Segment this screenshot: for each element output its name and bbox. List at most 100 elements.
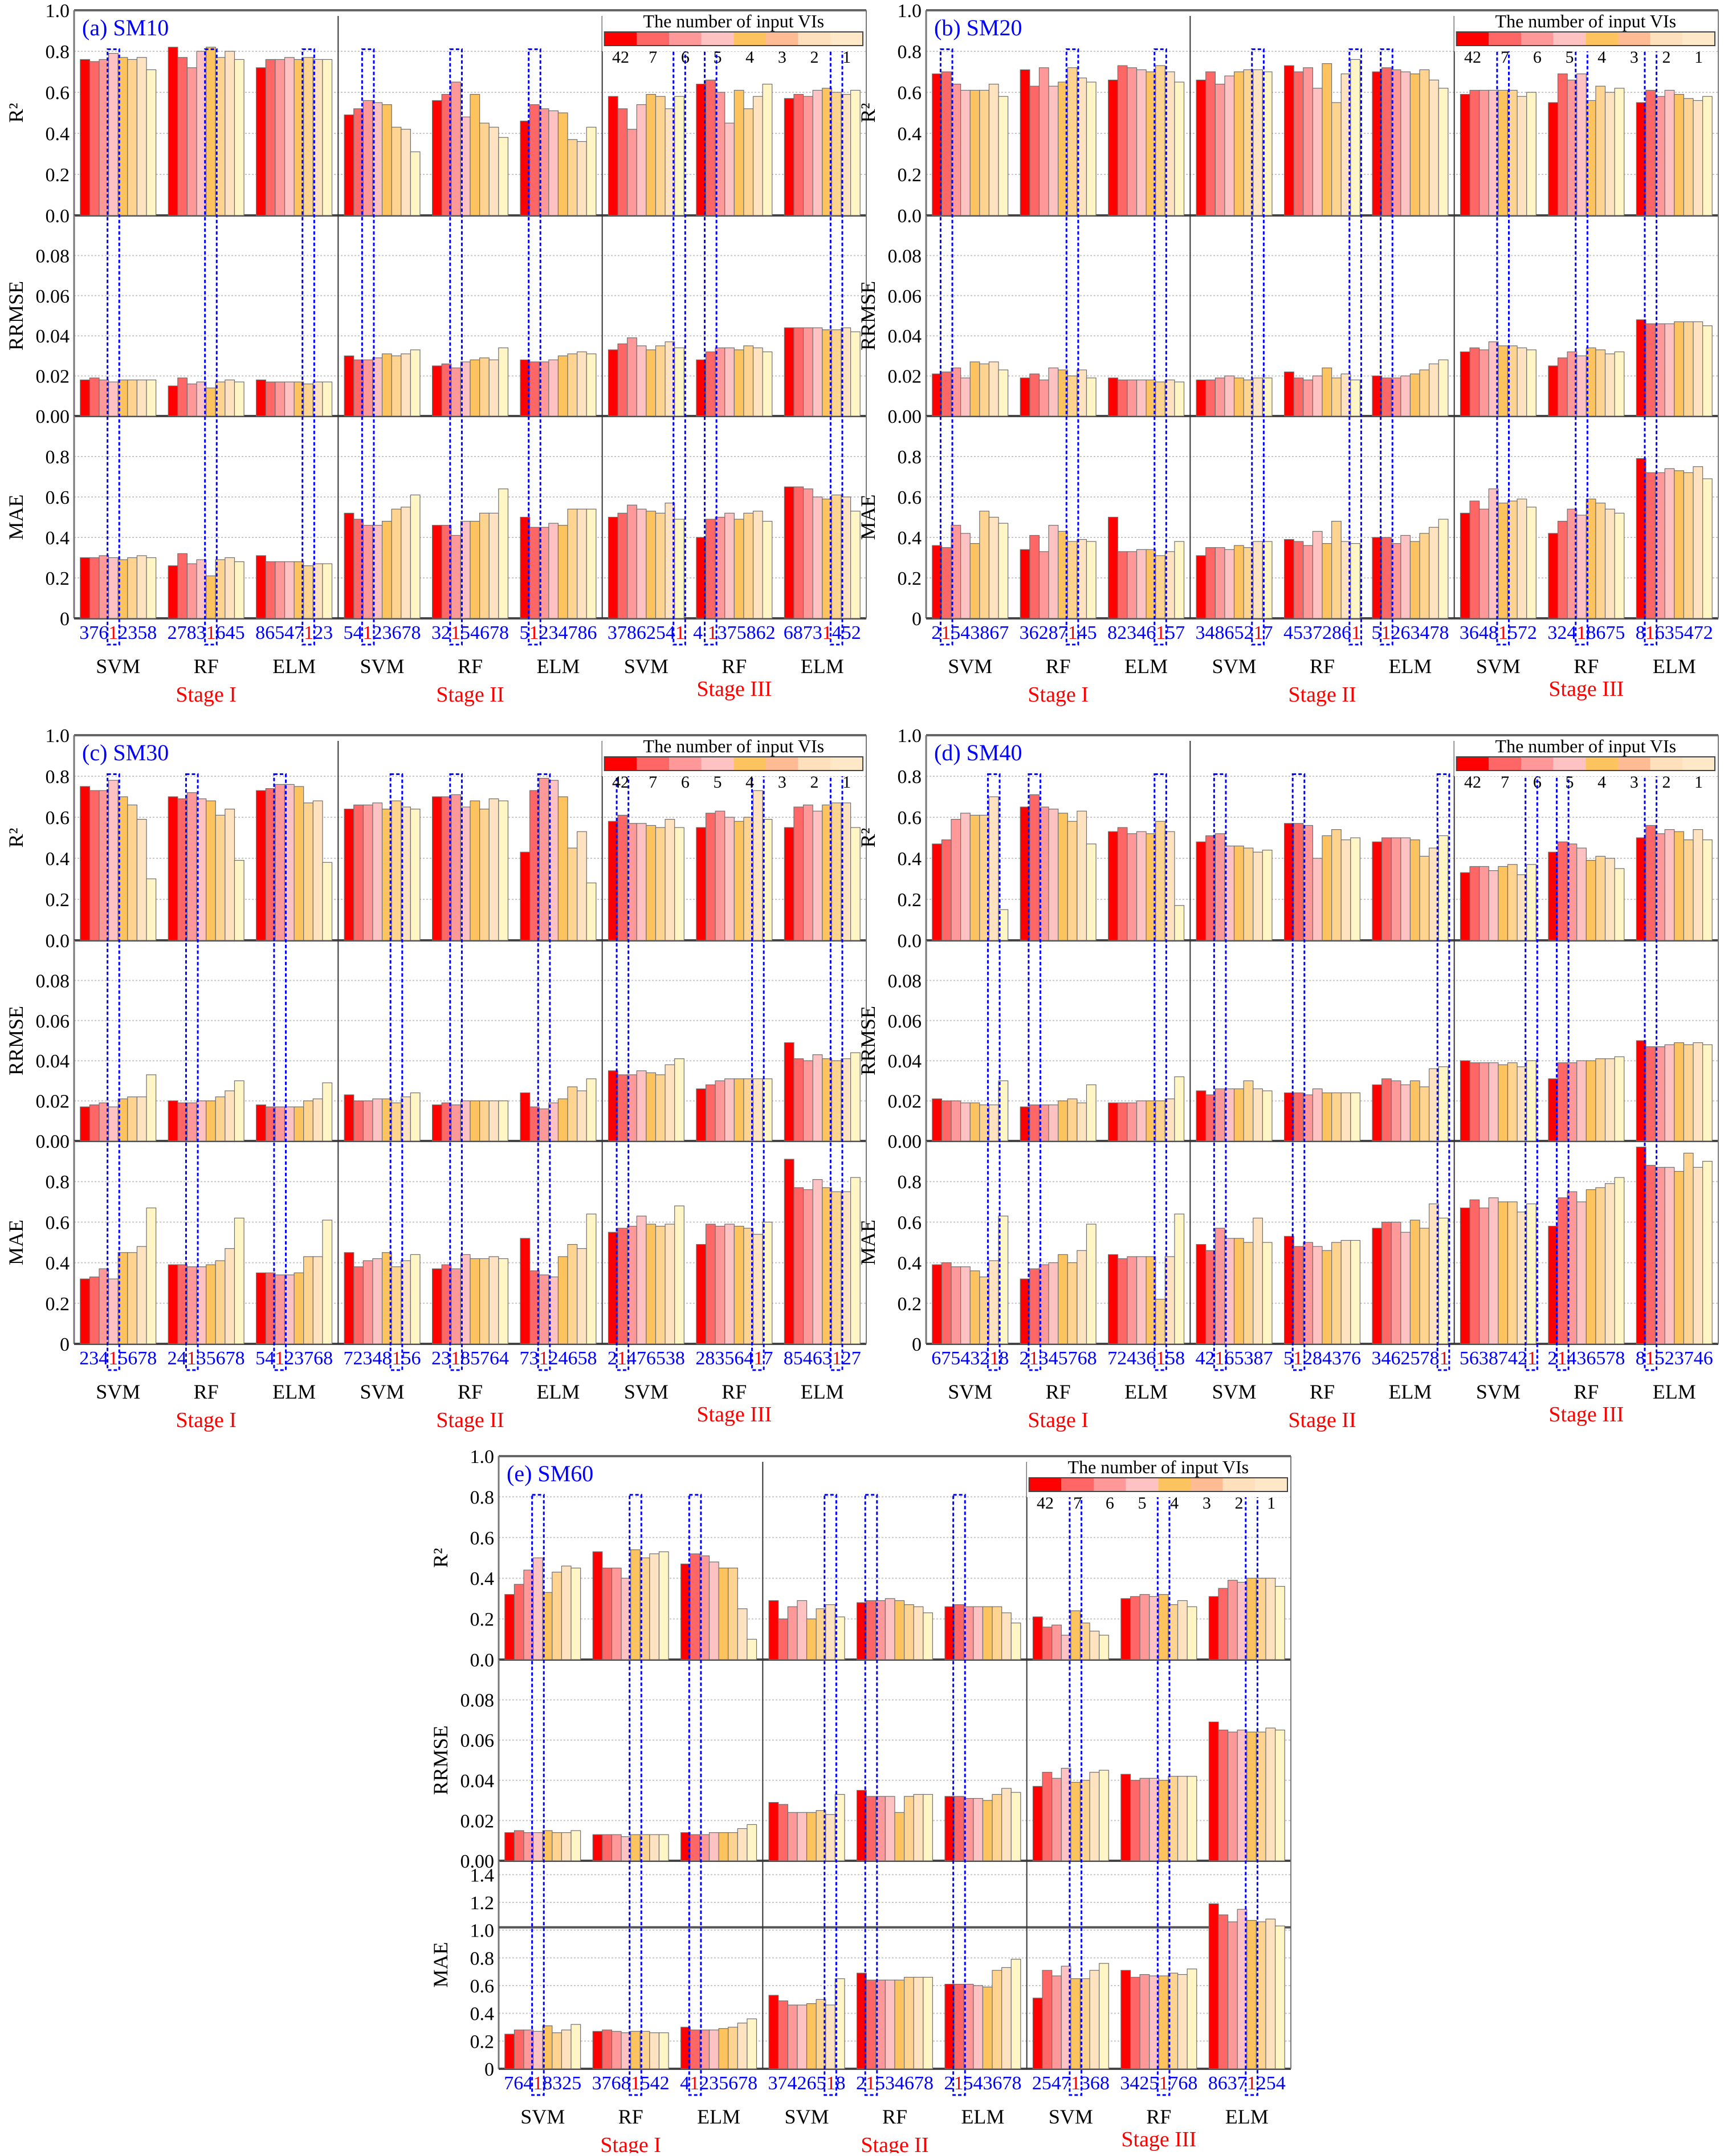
bar [932,1264,943,1344]
vi-order-digits: 5 [1283,1348,1293,1369]
bar [724,123,735,216]
bar [923,1794,934,1861]
bar [1196,555,1207,619]
vi-order-digits: 572 [1508,622,1537,643]
vi-order-digits: 436578 [1567,1348,1625,1369]
subplot-mae: 0 0.2 0.4 0.6 0.8 1.0 1.2 1.4 MAE [429,1861,1291,2080]
vi-order-digits: 8 [999,1348,1009,1369]
legend-swatch [1094,1478,1126,1491]
bar [885,1796,895,1861]
vi-order-label: 25471368 [1032,2073,1110,2094]
vi-order-digits: 764 [504,2073,533,2094]
stage-label: Stage III [1548,677,1624,701]
chart-panel-2: 0.0 0.2 0.4 0.6 0.8 1.0 R² 0.00 0.02 0.04 0.06 0.08… [857,1,1719,707]
model-label: SVM [948,655,992,678]
vi-order-label: 81635472 [1636,622,1713,643]
bar [206,388,216,417]
legend-swatch [1061,1478,1094,1491]
bar [728,1567,738,1660]
vi-order-digits: 8325 [543,2073,581,2094]
vi-order-label: 72348156 [344,1348,421,1369]
bar [577,1090,587,1142]
vi-order-digits: 374265 [768,2073,826,2094]
legend-border [1456,756,1716,771]
bar [372,802,383,941]
bar [724,1224,735,1344]
bar [567,1086,578,1142]
bar [80,1278,91,1344]
vi-order-digits: 635472 [1655,622,1713,643]
bar [344,355,354,417]
vi-order-digits: 284376 [1303,1348,1361,1369]
legend-label: 2 [1662,773,1671,792]
bar [498,347,509,417]
bar [1174,81,1185,216]
bar [1029,1105,1040,1142]
bar [715,1080,726,1142]
bar [1595,1187,1606,1344]
bar [1108,516,1118,619]
y-tick-label: 1.4 [470,1865,495,1886]
stage-label: Stage I [176,683,237,707]
bar [1136,549,1147,619]
bar [649,1553,660,1660]
bar [136,1246,147,1344]
bar [850,89,861,216]
bar [1067,67,1078,216]
metric-label-r2: R² [5,828,27,848]
bar [225,557,235,619]
selected-vi-box [537,773,551,1371]
legend-swatch [733,757,766,771]
vi-order-digits: 54 [344,622,363,643]
vi-order-digits: 254 [1257,2073,1286,2094]
bar [586,353,597,417]
bar [1664,323,1675,417]
legend-label: 7 [649,773,657,792]
bar [529,104,540,216]
y-tick-label: 0.6 [46,487,70,508]
bar [715,810,726,941]
legend-label: 6 [681,773,690,792]
bar [479,357,490,417]
bar [592,1834,603,1861]
y-tick-label: 0.02 [36,366,70,388]
bar [1293,377,1304,417]
bar [649,1834,660,1861]
bar [724,512,735,619]
bar [127,380,138,417]
bar [1127,551,1138,619]
vi-order-digits: 23 [313,622,333,643]
selected-vi-box [1436,773,1450,1371]
legend-swatch [669,32,702,46]
bar [1595,85,1606,216]
bar [1208,1596,1219,1660]
bar [658,2032,669,2069]
bar [1127,1102,1138,1142]
bar [998,369,1009,417]
bar [108,52,119,216]
bar [1322,63,1332,216]
bar [1127,67,1138,216]
bar [353,519,364,619]
bar [1246,1731,1257,1861]
bar [1548,102,1559,216]
vi-selected-number: 1 [1381,622,1391,643]
bar [1372,1084,1383,1142]
bar [752,96,763,216]
bar [1099,1635,1109,1660]
bar [831,1191,842,1344]
bar [1381,67,1392,216]
selected-vi-box [361,48,375,646]
bar [998,96,1009,216]
bar [1256,1578,1266,1660]
bar [988,84,999,216]
bar [733,519,744,619]
bar [146,380,157,417]
bar [941,1262,952,1344]
vi-order-label: 81523746 [1636,1348,1713,1369]
legend-label: 7 [1073,1494,1082,1513]
bar [577,508,587,619]
model-label: ELM [536,655,580,678]
y-tick-label: 0.06 [888,1011,922,1032]
bar [1400,837,1411,941]
